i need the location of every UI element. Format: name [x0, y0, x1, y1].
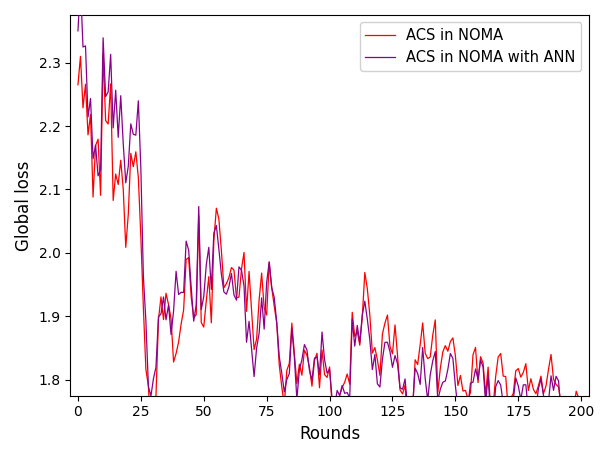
ACS in NOMA with ANN: [578, 414, 585, 420]
ACS in NOMA: [74, 82, 82, 87]
ACS in NOMA with ANN: [348, 316, 356, 322]
ACS in NOMA: [351, 334, 359, 339]
ACS in NOMA with ANN: [122, 180, 129, 185]
ACS in NOMA: [578, 420, 585, 425]
ACS in NOMA with ANN: [565, 426, 572, 432]
ACS in NOMA: [147, 434, 154, 440]
ACS in NOMA with ANN: [79, 44, 87, 50]
ACS in NOMA: [99, 51, 107, 57]
ACS in NOMA: [291, 351, 298, 356]
Line: ACS in NOMA: ACS in NOMA: [78, 54, 581, 437]
ACS in NOMA with ANN: [288, 325, 295, 331]
Y-axis label: Global loss: Global loss: [15, 160, 33, 251]
ACS in NOMA: [263, 312, 270, 318]
ACS in NOMA with ANN: [74, 28, 82, 33]
ACS in NOMA with ANN: [260, 327, 268, 332]
ACS in NOMA: [77, 54, 84, 59]
X-axis label: Rounds: Rounds: [299, 425, 361, 443]
ACS in NOMA: [122, 245, 129, 250]
Legend: ACS in NOMA, ACS in NOMA with ANN: ACS in NOMA, ACS in NOMA with ANN: [359, 22, 581, 71]
Line: ACS in NOMA with ANN: ACS in NOMA with ANN: [78, 0, 581, 429]
ACS in NOMA: [540, 391, 547, 397]
ACS in NOMA with ANN: [537, 376, 545, 382]
